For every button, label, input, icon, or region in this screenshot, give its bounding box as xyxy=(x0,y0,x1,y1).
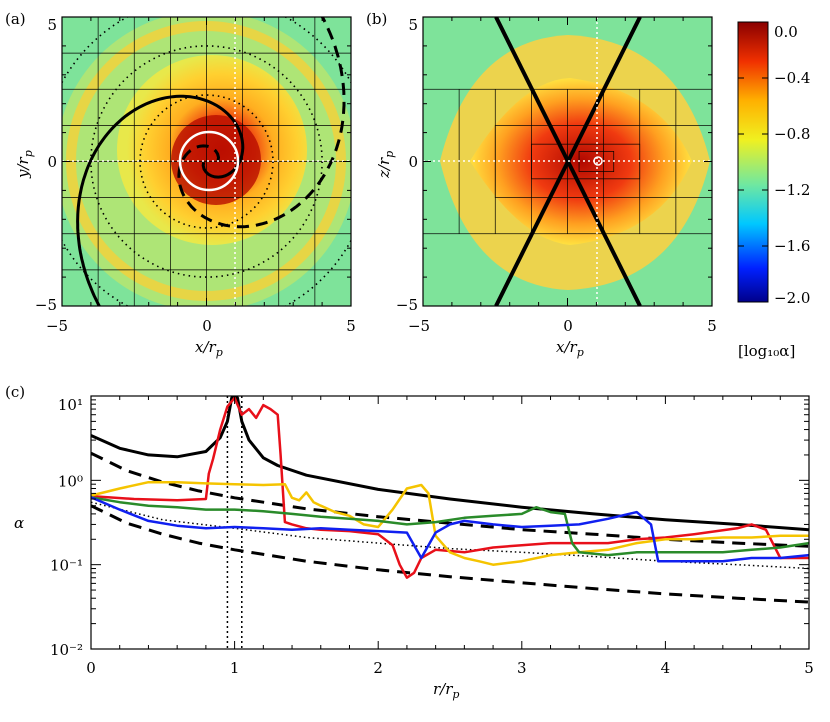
panel-c-ticks: 0 1 2 3 4 5 10⁻² 10⁻¹ 10⁰ 10¹ xyxy=(50,395,814,677)
series-line-dashed-black-upper xyxy=(91,451,809,548)
x-tick-label: 5 xyxy=(804,659,814,677)
panel-b-xtick-label: 0 xyxy=(563,317,573,335)
panel-b-ticks xyxy=(422,16,713,307)
panel-a-ytick-label: −5 xyxy=(35,296,57,314)
panel-a-xtick-label: −5 xyxy=(46,317,68,335)
y-tick-label: 10⁰ xyxy=(58,472,83,490)
colorbar-tick-label: −1.2 xyxy=(774,181,810,199)
series-line-dashed-black-lower xyxy=(91,504,809,604)
x-tick-label: 4 xyxy=(661,659,671,677)
panel-a-ytick-label: 5 xyxy=(47,16,57,34)
colorbar-gradient xyxy=(737,21,769,303)
y-tick-label: 10⁻¹ xyxy=(50,557,83,575)
x-tick-label: 2 xyxy=(373,659,383,677)
colorbar-tick-label: −0.4 xyxy=(774,69,810,87)
panel-b-disk xyxy=(470,78,692,245)
series-line-yellow xyxy=(91,480,809,566)
spiral-wake xyxy=(76,94,245,306)
series-line-blue xyxy=(91,496,809,563)
panel-c-ylabel: α xyxy=(14,514,24,532)
y-tick-label: 10⁻² xyxy=(50,641,83,659)
panel-b: (b) −5 0 5 5 0 −5 x/rp z/rp xyxy=(366,10,717,359)
panel-b-ylabel: z/rp xyxy=(375,151,396,179)
panel-a-xtick-label: 0 xyxy=(202,317,212,335)
colorbar: 0.0 −0.4 −0.8 −1.2 −1.6 −2.0 [log₁₀α] xyxy=(737,21,810,360)
panel-b-xlabel: x/rp xyxy=(556,338,584,359)
series-line-dotted-black xyxy=(91,501,809,570)
panel-a-ring xyxy=(66,21,346,301)
panel-b-xtick-label: −5 xyxy=(408,317,430,335)
x-tick-label: 1 xyxy=(230,659,240,677)
panel-a-core xyxy=(171,115,261,205)
panel-c-lines xyxy=(91,396,809,649)
colorbar-label: [log₁₀α] xyxy=(738,342,795,360)
series-line-green xyxy=(91,496,809,557)
y-tick-label: 10¹ xyxy=(58,396,83,414)
series-line-red xyxy=(91,396,809,579)
panel-a-ticks xyxy=(61,16,352,307)
panel-c-label: (c) xyxy=(5,383,25,401)
colorbar-tick-label: −1.6 xyxy=(774,237,810,255)
colorbar-tick-label: 0.0 xyxy=(774,23,798,41)
series-line-solid-black xyxy=(91,396,809,532)
panel-a-ytick-label: 0 xyxy=(47,153,57,171)
colorbar-tick-label: −0.8 xyxy=(774,125,810,143)
panel-b-xtick-label: 5 xyxy=(707,317,717,335)
colorbar-tick-label: −2.0 xyxy=(774,289,810,307)
panel-b-ytick-label: −5 xyxy=(396,296,418,314)
panel-a-ylabel: y/rp xyxy=(14,150,35,179)
panel-c: 0 1 2 3 4 5 10⁻² 10⁻¹ 10⁰ 10¹ (c) r/rp α xyxy=(5,383,814,701)
panel-b-label: (b) xyxy=(366,10,387,28)
panel-a-xtick-label: 5 xyxy=(346,317,356,335)
x-tick-label: 0 xyxy=(86,659,96,677)
panel-b-ytick-label: 0 xyxy=(408,153,418,171)
panel-a-label: (a) xyxy=(5,10,26,28)
spiral-wake xyxy=(177,17,346,229)
panel-a: (a) −5 0 5 5 0 −5 x/rp y/rp xyxy=(5,10,356,359)
x-tick-label: 3 xyxy=(517,659,527,677)
panel-c-frame xyxy=(90,395,810,650)
panel-b-ytick-label: 5 xyxy=(408,16,418,34)
colorbar-ticks: 0.0 −0.4 −0.8 −1.2 −1.6 −2.0 xyxy=(738,21,810,307)
panel-c-xlabel: r/rp xyxy=(433,680,459,701)
panel-a-xlabel: x/rp xyxy=(195,338,223,359)
